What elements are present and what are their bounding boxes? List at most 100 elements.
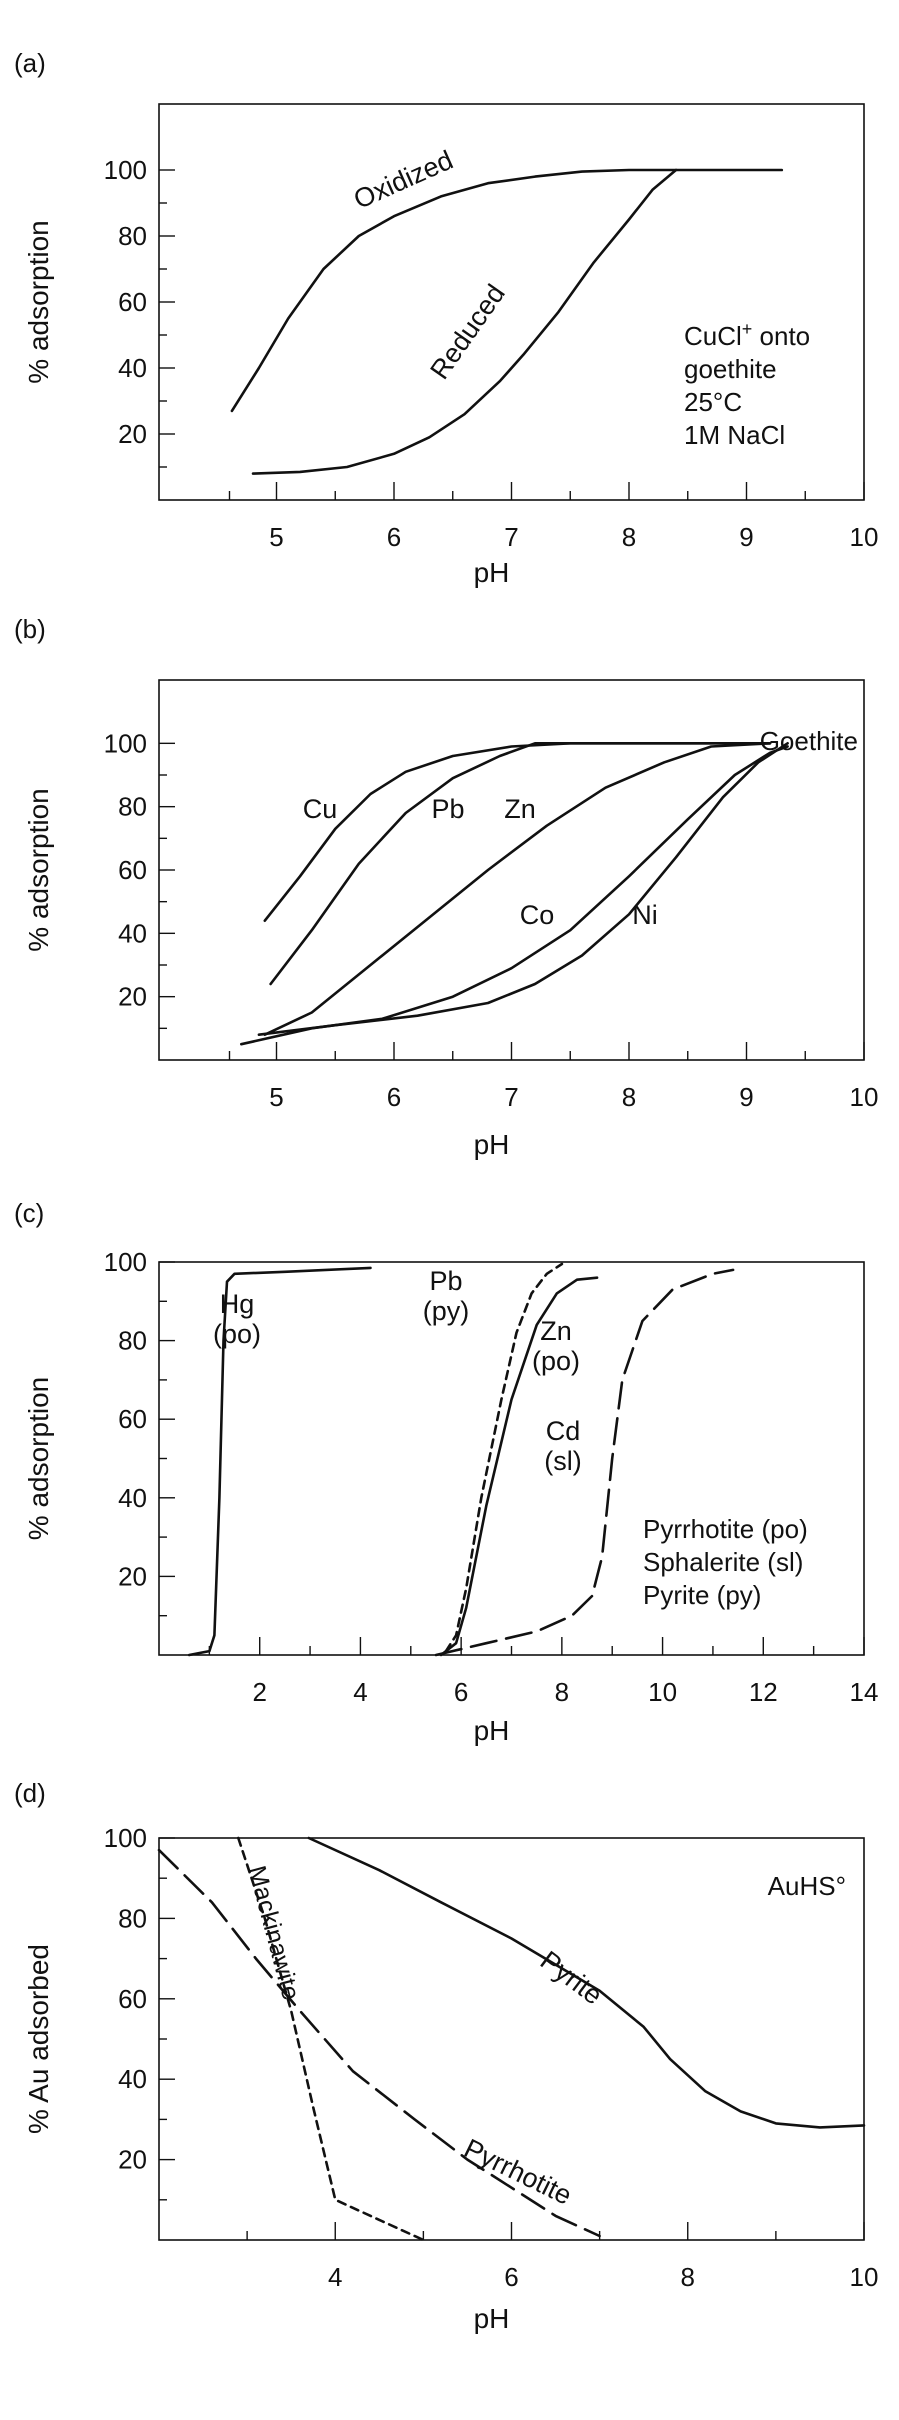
series-label-line2: (py) [423,1296,470,1326]
x-tick-label: 5 [269,1082,283,1112]
x-tick-label: 12 [749,1677,778,1707]
x-tick-label: 8 [681,2262,695,2292]
chart-panel-a: (a) 5 6 7 8 9 10 20 40 60 80 100 pH % adsorption Oxidi… [14,48,878,588]
series-line-hg-po [187,1266,372,1657]
series-label-line2: (sl) [544,1446,581,1476]
series-line-pyrite [307,1836,866,2129]
series-label: Oxidized [349,145,457,215]
series-line-zn-po [439,1276,599,1657]
y-tick-label: 60 [118,287,147,317]
x-tick-label: 4 [353,1677,367,1707]
x-axis-label: pH [474,1715,510,1746]
x-tick-label: 6 [387,1082,401,1112]
y-axis-label: % adsorption [23,1377,54,1540]
series-label: Reduced [424,279,511,385]
x-axis-label: pH [474,1129,510,1160]
x-tick-label: 10 [648,1677,677,1707]
annotation-line: AuHS° [768,1871,846,1901]
y-tick-label: 100 [104,728,147,758]
series-line-pyrrhotite [157,1848,601,2238]
y-axis-label: % Au adsorbed [23,1944,54,2134]
x-tick-label: 9 [739,1082,753,1112]
y-tick-label: 100 [104,1247,147,1277]
annotation-line: Sphalerite (sl) [643,1547,803,1577]
y-tick-label: 60 [118,1984,147,2014]
x-axis-label: pH [474,557,510,588]
series-label: Zn [504,794,536,824]
annotation-line: Goethite [760,726,858,756]
y-tick-label: 40 [118,2064,147,2094]
y-tick-label: 40 [118,1483,147,1513]
y-tick-label: 20 [118,419,147,449]
x-tick-label: 6 [504,2262,518,2292]
series-label: Cd [546,1416,581,1446]
series-label: Hg [220,1289,255,1319]
series-label: Pb [431,794,464,824]
annotation-line: 25°C [684,387,742,417]
series-label: Pyrrhotite [459,2133,576,2211]
y-tick-label: 20 [118,2145,147,2175]
series-line-zn [263,742,772,1036]
annotation-line: Pyrite (py) [643,1580,761,1610]
panel-label: (c) [14,1198,44,1228]
series-line-ni [257,742,789,1036]
y-tick-label: 20 [118,982,147,1012]
y-tick-label: 60 [118,1404,147,1434]
x-tick-label: 5 [269,522,283,552]
series-label-line2: (po) [532,1346,580,1376]
x-tick-label: 8 [555,1677,569,1707]
annotation-line: 1M NaCl [684,420,785,450]
x-tick-label: 7 [504,1082,518,1112]
y-tick-label: 80 [118,221,147,251]
x-tick-label: 7 [504,522,518,552]
x-tick-label: 6 [454,1677,468,1707]
panel-label: (b) [14,614,46,644]
y-axis-label: % adsorption [23,220,54,383]
series-line-mackinawite [237,1836,425,2242]
series-line-oxidized [230,168,784,413]
annotation-line: Pyrrhotite (po) [643,1514,808,1544]
annotation-line: CuCl+ onto [684,319,810,351]
y-tick-label: 80 [118,1903,147,1933]
y-tick-label: 80 [118,792,147,822]
series-line-pb-py [444,1262,564,1653]
x-tick-label: 2 [252,1677,266,1707]
x-tick-label: 10 [850,522,879,552]
x-tick-label: 8 [622,1082,636,1112]
y-tick-label: 20 [118,1561,147,1591]
y-tick-label: 80 [118,1326,147,1356]
series-label: Cu [303,794,338,824]
series-line-reduced [251,168,678,475]
y-tick-label: 40 [118,353,147,383]
chart-panel-b: (b) 5 6 7 8 9 10 20 40 60 80 100 pH % adsorption Cu Pb Z… [14,614,878,1160]
series-label-line2: (po) [213,1319,261,1349]
series-label: Mackinawite [242,1863,305,2003]
x-tick-label: 9 [739,522,753,552]
series-line-cd-sl [434,1268,735,1657]
series-label: Pb [429,1266,462,1296]
panel-label: (a) [14,48,46,78]
plot-frame [158,679,865,1061]
series-label: Zn [540,1316,572,1346]
x-tick-label: 10 [850,1082,879,1112]
series-line-pb [269,742,772,986]
x-tick-label: 6 [387,522,401,552]
y-tick-label: 100 [104,1823,147,1853]
series-line-co [240,745,789,1046]
x-axis-label: pH [474,2303,510,2334]
chart-panel-c: (c) 2 4 6 8 10 12 14 20 40 60 80 100 pH % adsorption Hg… [14,1198,878,1746]
series-label: Ni [632,900,658,930]
x-tick-label: 14 [850,1677,879,1707]
y-tick-label: 100 [104,155,147,185]
series-label: Pyrite [535,1945,608,2011]
y-tick-label: 40 [118,918,147,948]
series-label: Co [520,900,555,930]
annotation-line: goethite [684,354,777,384]
y-axis-label: % adsorption [23,788,54,951]
chart-panel-d: (d) 4 6 8 10 20 40 60 80 100 pH % Au adsorbed Pyrite… [14,1778,878,2334]
x-tick-label: 4 [328,2262,342,2292]
x-tick-label: 8 [622,522,636,552]
x-tick-label: 10 [850,2262,879,2292]
y-tick-label: 60 [118,855,147,885]
